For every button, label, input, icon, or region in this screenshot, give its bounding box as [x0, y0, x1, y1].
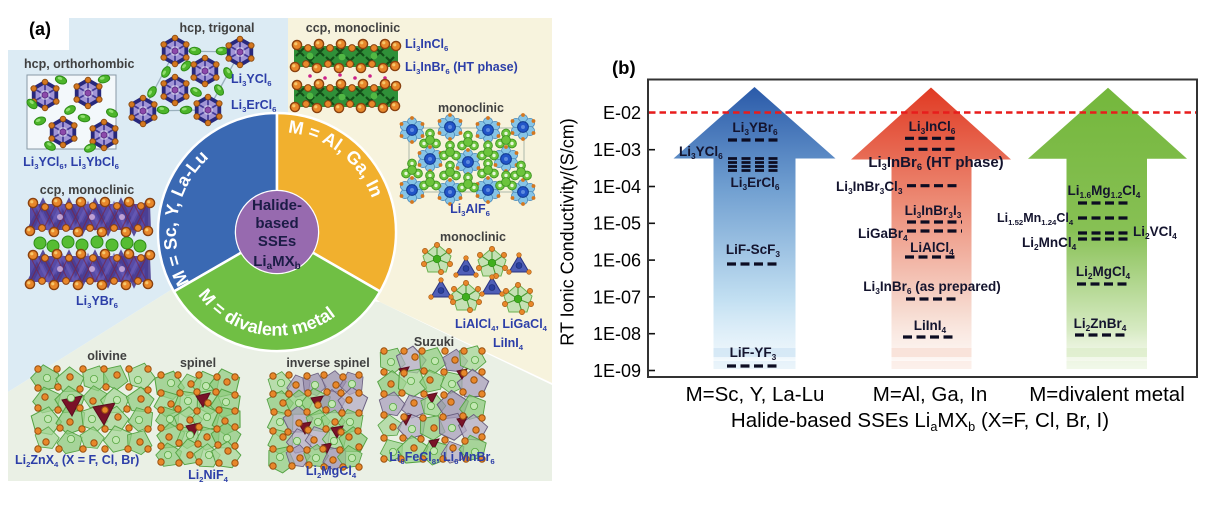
- svg-text:1E-05: 1E-05: [593, 214, 641, 234]
- svg-text:1E-07: 1E-07: [593, 287, 641, 307]
- svg-text:SSEs: SSEs: [258, 233, 296, 250]
- svg-text:1E-03: 1E-03: [593, 140, 641, 160]
- svg-text:1E-09: 1E-09: [593, 361, 641, 381]
- svg-text:LiaMXb: LiaMXb: [253, 253, 301, 272]
- svg-text:1E-04: 1E-04: [593, 177, 641, 197]
- svg-text:1E-08: 1E-08: [593, 324, 641, 344]
- svg-text:based: based: [255, 215, 298, 232]
- svg-text:Halide-: Halide-: [252, 197, 302, 214]
- svg-text:E-02: E-02: [603, 103, 641, 123]
- svg-text:1E-06: 1E-06: [593, 251, 641, 271]
